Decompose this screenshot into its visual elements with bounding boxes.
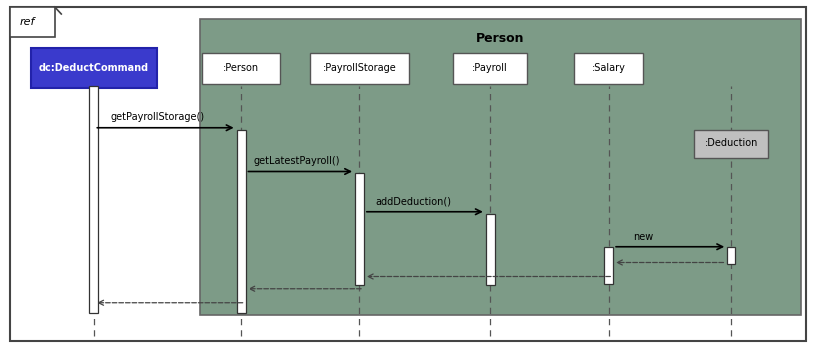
Text: :Salary: :Salary	[592, 63, 626, 73]
Bar	[355, 173, 364, 285]
Bar	[203, 52, 279, 84]
Bar	[604, 247, 613, 284]
Bar	[727, 247, 734, 264]
Bar	[310, 52, 408, 84]
FancyBboxPatch shape	[10, 7, 55, 37]
Bar	[200, 19, 801, 315]
Text: :PayrollStorage: :PayrollStorage	[323, 63, 396, 73]
Text: new: new	[633, 232, 654, 242]
Bar	[31, 48, 157, 88]
Text: addDeduction(): addDeduction()	[376, 196, 452, 206]
Bar	[89, 86, 98, 313]
Text: :Person: :Person	[223, 63, 259, 73]
Bar	[236, 130, 245, 313]
Bar	[694, 130, 768, 158]
Bar	[485, 214, 494, 285]
Bar	[574, 52, 643, 84]
Text: getPayrollStorage(): getPayrollStorage()	[110, 112, 204, 122]
Bar	[453, 52, 527, 84]
Text: :Deduction: :Deduction	[704, 139, 758, 148]
Text: dc:DeductCommand: dc:DeductCommand	[39, 63, 149, 73]
Text: getLatestPayroll(): getLatestPayroll()	[253, 156, 340, 166]
Text: Person: Person	[476, 32, 525, 45]
Text: ref: ref	[20, 17, 34, 27]
Text: :Payroll: :Payroll	[472, 63, 508, 73]
